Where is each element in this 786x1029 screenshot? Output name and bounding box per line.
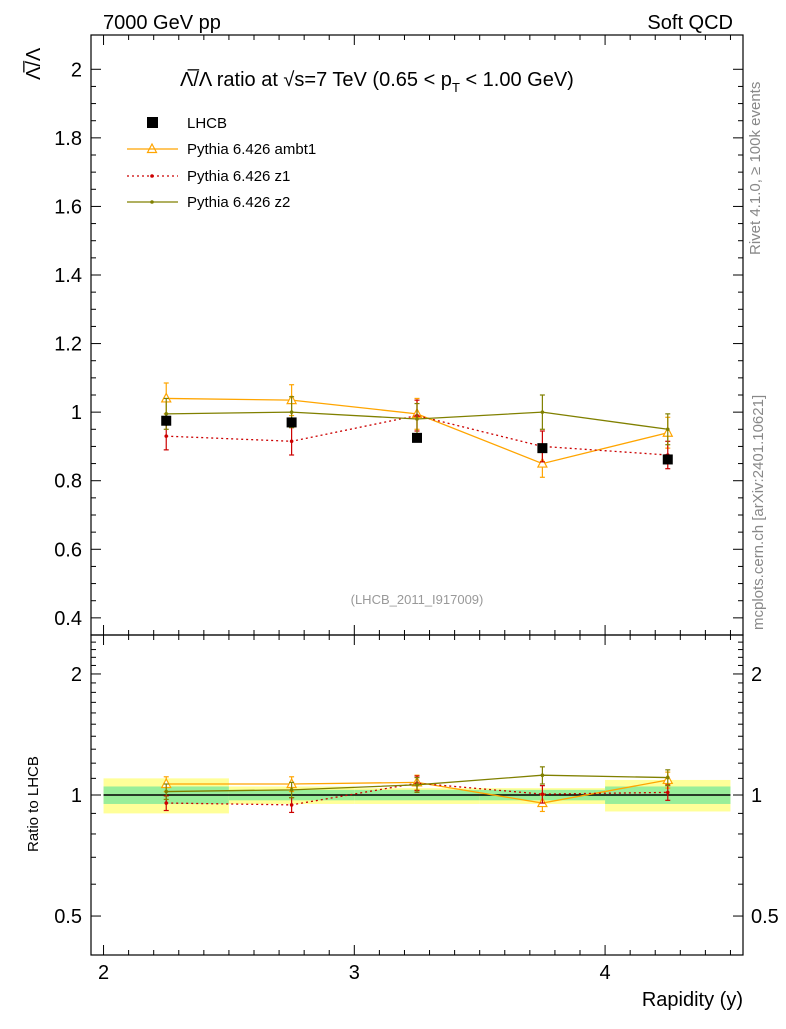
main-series-z2-point: [415, 417, 419, 421]
main-series-z2-point: [289, 410, 294, 414]
analysis-watermark: (LHCB_2011_I917009): [351, 592, 484, 607]
data-point: [161, 415, 172, 426]
main-series-z1-point: [164, 434, 169, 438]
legend-marker-lhcb: [147, 117, 158, 128]
legend-marker-z1: [150, 174, 154, 178]
ratio-series-z2-point: [415, 783, 419, 787]
ratio-ytick-label-left: 1: [71, 785, 82, 807]
main-title-tail: < 1.00 GeV): [460, 69, 574, 91]
ratio-series-z1-point: [164, 801, 169, 805]
legend-label-z2: Pythia 6.426 z2: [187, 194, 290, 211]
main-series-ambt1-point: [536, 457, 548, 468]
header-left: 7000 GeV pp: [103, 12, 221, 34]
ratio-series-z1-line: [166, 782, 668, 806]
ratio-series-z1-point: [289, 803, 294, 807]
ratio-ytick-label-right: 2: [751, 664, 762, 686]
ratio-series-group: [160, 766, 674, 814]
main-series-group: [160, 382, 674, 478]
main-ytick-label: 0.8: [54, 471, 82, 493]
main-series-z2-point: [164, 412, 169, 416]
main-ytick-label: 1.4: [54, 265, 82, 287]
main-ytick-label: 1.8: [54, 128, 82, 150]
main-ytick-label: 1: [71, 402, 82, 424]
ratio-series-z1-point: [540, 792, 545, 796]
ratio-axes: 2 3 4 0.5 0.5 1 1 2 2: [54, 634, 779, 984]
main-ytick-label: 1.6: [54, 196, 82, 218]
ratio-ytick-label-right: 0.5: [751, 906, 779, 928]
main-ylabel: Λ̅/Λ: [22, 47, 45, 80]
x-tick-label: 3: [349, 962, 360, 984]
data-point: [412, 432, 422, 443]
ratio-ytick-label-right: 1: [751, 785, 762, 807]
main-title: Λ̅/Λ ratio at √s=7 TeV (0.65 < pT < 1.00…: [180, 68, 574, 95]
ratio-ytick-label-left: 0.5: [54, 906, 82, 928]
ratio-ylabel: Ratio to LHCB: [25, 756, 42, 852]
main-title-main: Λ̅/Λ ratio at √s=7 TeV (0.65 < p: [180, 68, 452, 91]
rivet-label: Rivet 4.1.0, ≥ 100k events: [747, 82, 764, 255]
main-title-sub: T: [452, 80, 460, 95]
data-point: [537, 443, 548, 454]
x-tick-label: 2: [98, 962, 109, 984]
header-right: Soft QCD: [647, 12, 733, 34]
legend-marker-ambt1: [146, 142, 158, 154]
legend-marker-z2: [150, 200, 154, 204]
ratio-ytick-label-left: 2: [71, 664, 82, 686]
legend-label-z1: Pythia 6.426 z1: [187, 168, 290, 185]
ratio-series-z2-point: [540, 773, 545, 778]
data-point: [286, 417, 297, 428]
main-ytick-label: 2: [71, 59, 82, 81]
main-ytick-label: 0.4: [54, 608, 82, 630]
main-ytick-label: 0.6: [54, 539, 82, 561]
ratio-series-z2-point: [665, 775, 670, 780]
legend: LHCB Pythia 6.426 ambt1 Pythia 6.426 z1 …: [127, 115, 316, 211]
main-series-z2-point: [665, 427, 670, 432]
x-tick-label: 4: [600, 962, 611, 984]
ratio-series-z1-point: [665, 790, 670, 795]
legend-label-lhcb: LHCB: [187, 115, 227, 132]
legend-label-ambt1: Pythia 6.426 ambt1: [187, 141, 316, 158]
x-axis-label: Rapidity (y): [642, 989, 743, 1011]
mcplots-label: mcplots.cern.ch [arXiv:2401.10621]: [750, 395, 767, 630]
data-point: [662, 454, 673, 465]
main-series-z2-point: [540, 410, 545, 414]
ratio-series-z2-point: [164, 789, 169, 794]
main-ytick-label: 1.2: [54, 334, 82, 356]
main-series-z1-point: [289, 439, 294, 444]
ratio-series-z2-point: [289, 788, 294, 792]
